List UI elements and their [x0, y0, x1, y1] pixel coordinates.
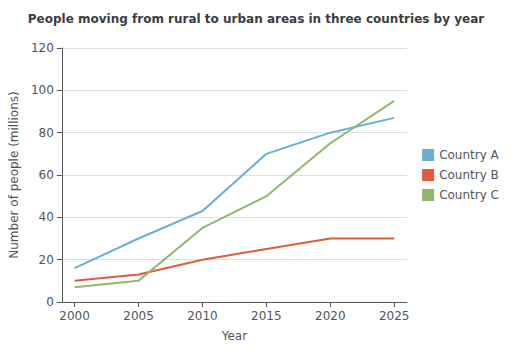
svg-text:2015: 2015 — [251, 309, 282, 323]
svg-text:80: 80 — [39, 126, 54, 140]
svg-text:2000: 2000 — [59, 309, 90, 323]
svg-text:2005: 2005 — [123, 309, 154, 323]
svg-text:20: 20 — [39, 253, 54, 267]
svg-text:2010: 2010 — [187, 309, 218, 323]
svg-text:2020: 2020 — [315, 309, 346, 323]
svg-text:Country C: Country C — [439, 188, 499, 202]
svg-text:120: 120 — [31, 41, 54, 55]
svg-text:60: 60 — [39, 168, 54, 182]
svg-text:Number of people (millions): Number of people (millions) — [7, 91, 21, 258]
svg-text:2025: 2025 — [379, 309, 410, 323]
svg-text:People moving from rural to ur: People moving from rural to urban areas … — [28, 12, 484, 26]
svg-text:Year: Year — [221, 329, 247, 343]
svg-text:40: 40 — [39, 210, 54, 224]
svg-text:0: 0 — [46, 295, 54, 309]
svg-text:100: 100 — [31, 83, 54, 97]
svg-text:Country B: Country B — [439, 168, 499, 182]
svg-text:Country A: Country A — [439, 148, 499, 162]
